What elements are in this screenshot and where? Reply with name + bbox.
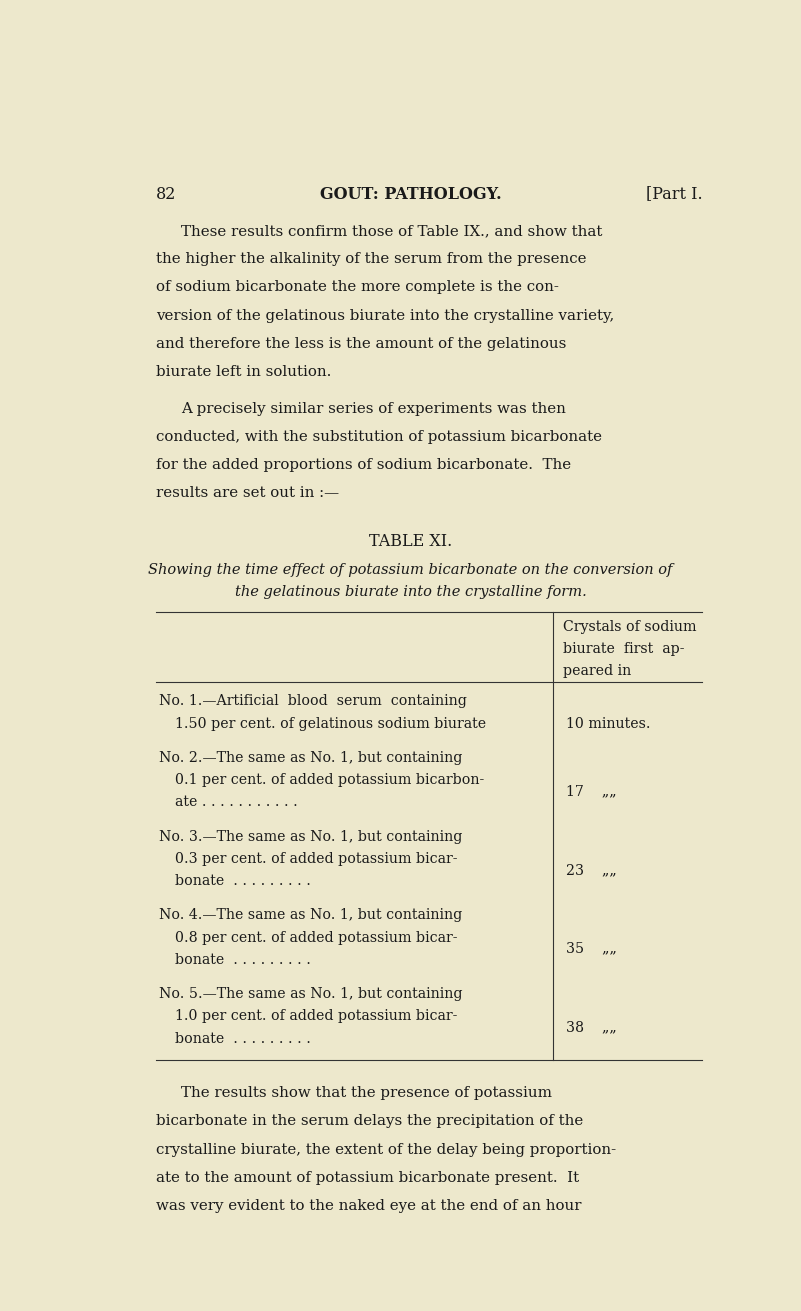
Text: version of the gelatinous biurate into the crystalline variety,: version of the gelatinous biurate into t… bbox=[156, 309, 614, 323]
Text: the gelatinous biurate into the crystalline form.: the gelatinous biurate into the crystall… bbox=[235, 585, 586, 599]
Text: bonate  . . . . . . . . .: bonate . . . . . . . . . bbox=[175, 1032, 311, 1045]
Text: Showing the time effect of potassium bicarbonate on the conversion of: Showing the time effect of potassium bic… bbox=[148, 564, 673, 577]
Text: 1.50 per cent. of gelatinous sodium biurate: 1.50 per cent. of gelatinous sodium biur… bbox=[175, 717, 485, 730]
Text: The results show that the presence of potassium: The results show that the presence of po… bbox=[181, 1086, 552, 1100]
Text: of sodium bicarbonate the more complete is the con-: of sodium bicarbonate the more complete … bbox=[156, 281, 559, 295]
Text: 0.8 per cent. of added potassium bicar-: 0.8 per cent. of added potassium bicar- bbox=[175, 931, 457, 944]
Text: conducted, with the substitution of potassium bicarbonate: conducted, with the substitution of pota… bbox=[156, 430, 602, 444]
Text: TABLE XI.: TABLE XI. bbox=[369, 532, 452, 549]
Text: 0.3 per cent. of added potassium bicar-: 0.3 per cent. of added potassium bicar- bbox=[175, 852, 457, 865]
Text: Crystals of sodium: Crystals of sodium bbox=[562, 620, 696, 633]
Text: 10 minutes.: 10 minutes. bbox=[566, 717, 650, 730]
Text: 1.0 per cent. of added potassium bicar-: 1.0 per cent. of added potassium bicar- bbox=[175, 1009, 457, 1024]
Text: 35    „„: 35 „„ bbox=[566, 941, 617, 956]
Text: GOUT: PATHOLOGY.: GOUT: PATHOLOGY. bbox=[320, 186, 501, 203]
Text: biurate left in solution.: biurate left in solution. bbox=[156, 366, 332, 379]
Text: No. 1.—Artificial  blood  serum  containing: No. 1.—Artificial blood serum containing bbox=[159, 695, 467, 708]
Text: [Part I.: [Part I. bbox=[646, 186, 702, 203]
Text: was very evident to the naked eye at the end of an hour: was very evident to the naked eye at the… bbox=[156, 1200, 582, 1213]
Text: bicarbonate in the serum delays the precipitation of the: bicarbonate in the serum delays the prec… bbox=[156, 1114, 583, 1129]
Text: ate . . . . . . . . . . .: ate . . . . . . . . . . . bbox=[175, 796, 297, 809]
Text: for the added proportions of sodium bicarbonate.  The: for the added proportions of sodium bica… bbox=[156, 458, 571, 472]
Text: 23    „„: 23 „„ bbox=[566, 863, 617, 877]
Text: ate to the amount of potassium bicarbonate present.  It: ate to the amount of potassium bicarbona… bbox=[156, 1171, 579, 1185]
Text: bonate  . . . . . . . . .: bonate . . . . . . . . . bbox=[175, 874, 311, 888]
Text: No. 2.—The same as No. 1, but containing: No. 2.—The same as No. 1, but containing bbox=[159, 751, 462, 764]
Text: No. 3.—The same as No. 1, but containing: No. 3.—The same as No. 1, but containing bbox=[159, 830, 462, 843]
Text: the higher the alkalinity of the serum from the presence: the higher the alkalinity of the serum f… bbox=[156, 252, 586, 266]
Text: peared in: peared in bbox=[562, 665, 631, 678]
Text: crystalline biurate, the extent of the delay being proportion-: crystalline biurate, the extent of the d… bbox=[156, 1143, 616, 1156]
Text: results are set out in :—: results are set out in :— bbox=[156, 486, 339, 501]
Text: No. 4.—The same as No. 1, but containing: No. 4.—The same as No. 1, but containing bbox=[159, 909, 462, 923]
Text: These results confirm those of Table IX., and show that: These results confirm those of Table IX.… bbox=[181, 224, 602, 237]
Text: and therefore the less is the amount of the gelatinous: and therefore the less is the amount of … bbox=[156, 337, 566, 351]
Text: 82: 82 bbox=[156, 186, 176, 203]
Text: A precisely similar series of experiments was then: A precisely similar series of experiment… bbox=[181, 401, 566, 416]
Text: 0.1 per cent. of added potassium bicarbon-: 0.1 per cent. of added potassium bicarbo… bbox=[175, 773, 484, 787]
Text: biurate  first  ap-: biurate first ap- bbox=[562, 642, 684, 656]
Text: bonate  . . . . . . . . .: bonate . . . . . . . . . bbox=[175, 953, 311, 966]
Text: 38    „„: 38 „„ bbox=[566, 1020, 617, 1034]
Text: No. 5.—The same as No. 1, but containing: No. 5.—The same as No. 1, but containing bbox=[159, 987, 463, 1002]
Text: 17    „„: 17 „„ bbox=[566, 784, 616, 798]
